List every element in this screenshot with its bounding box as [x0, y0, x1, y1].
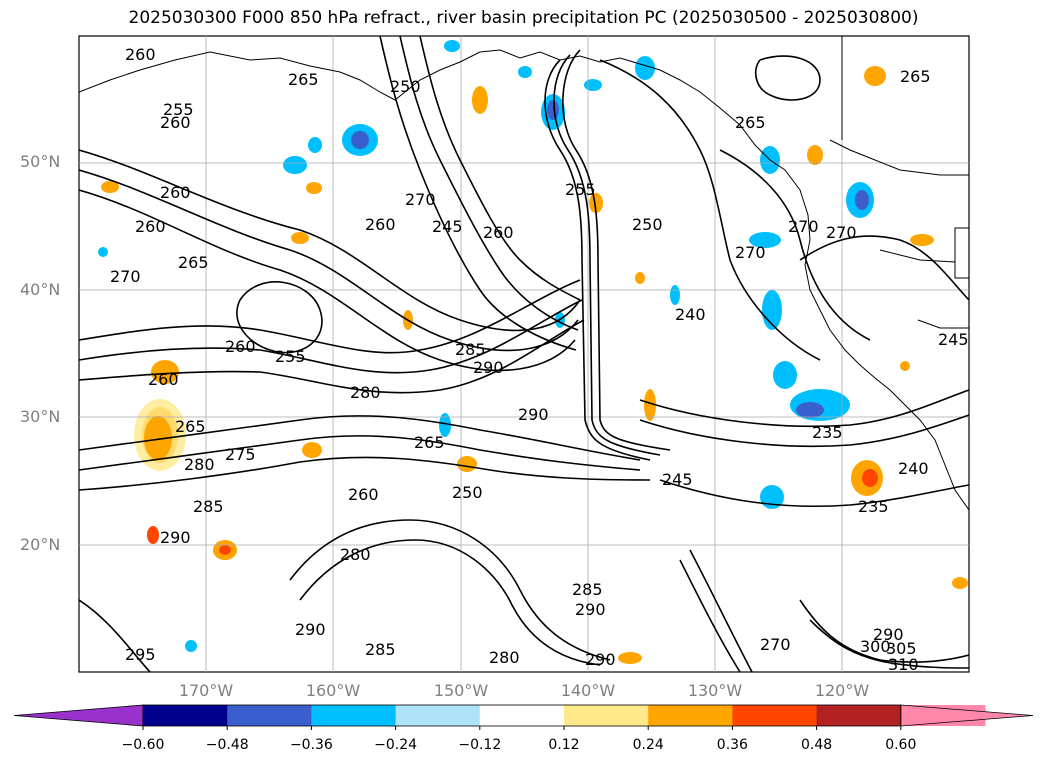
contour-label: 245	[938, 330, 969, 349]
contour-label: 250	[390, 77, 421, 96]
contour-label: 290	[295, 620, 326, 639]
colorbar-segment	[564, 705, 649, 726]
contour-label: 265	[288, 70, 319, 89]
contour-label: 235	[858, 497, 889, 516]
contour-label: 265	[735, 113, 766, 132]
contour-label: 250	[452, 483, 483, 502]
contour-label: 260	[148, 370, 179, 389]
contour-label: 245	[662, 470, 693, 489]
contour-label: 255	[275, 347, 306, 366]
colorbar-tick-label: −0.24	[374, 737, 418, 753]
contour-label: 240	[898, 459, 929, 478]
contour-label: 260	[160, 113, 191, 132]
colorbar-segment	[227, 705, 312, 726]
contour-label: 290	[575, 600, 606, 619]
lon-label-150w: 150°W	[433, 681, 489, 700]
contour-label: 300	[860, 637, 891, 656]
colorbar	[13, 704, 1034, 730]
gridlines	[79, 36, 969, 672]
contour-label: 270	[760, 635, 791, 654]
colorbar-segment	[311, 705, 397, 726]
contour-label: 260	[348, 485, 379, 504]
lat-label-30n: 30°N	[20, 407, 61, 426]
contour-label: 285	[193, 497, 224, 516]
contour-label: 270	[826, 223, 857, 242]
contour-label: 260	[135, 217, 166, 236]
precipitation-shading	[98, 40, 968, 664]
contour-label: 290	[473, 358, 504, 377]
contour-labels: 260 265 250 255 260 260 260 265 270 260 …	[110, 45, 969, 674]
contour-label: 280	[184, 455, 215, 474]
map-title: 2025030300 F000 850 hPa refract., river …	[128, 8, 919, 28]
contour-label: 250	[632, 215, 663, 234]
contour-label: 280	[489, 648, 520, 667]
contour-label: 260	[125, 45, 156, 64]
lon-label-160w: 160°W	[305, 681, 361, 700]
contour-label: 275	[225, 445, 256, 464]
lon-label-140w: 140°W	[560, 681, 616, 700]
contour-label: 285	[365, 640, 396, 659]
lat-label-50n: 50°N	[20, 152, 61, 171]
contour-label: 260	[365, 215, 396, 234]
colorbar-segment	[732, 705, 818, 726]
colorbar-extend-min	[13, 704, 144, 727]
lon-label-130w: 130°W	[687, 681, 743, 700]
lon-label-120w: 120°W	[814, 681, 870, 700]
contour-label: 240	[675, 305, 706, 324]
contour-label: 265	[178, 253, 209, 272]
colorbar-segment	[648, 705, 733, 726]
coastline	[79, 36, 969, 511]
contour-label: 260	[160, 183, 191, 202]
colorbar-segment	[816, 705, 902, 726]
colorbar-tick-label: 0.36	[716, 737, 748, 753]
colorbar-outline	[142, 704, 902, 727]
lon-label-170w: 170°W	[178, 681, 234, 700]
plot-area	[78, 35, 970, 673]
contour-label: 255	[163, 100, 194, 119]
contour-label: 280	[350, 383, 381, 402]
colorbar-segment	[395, 705, 481, 726]
contour-label: 270	[788, 217, 819, 236]
contour-label: 265	[175, 417, 206, 436]
contour-label: 280	[340, 545, 371, 564]
colorbar-segment	[479, 705, 565, 726]
contour-label: 285	[455, 340, 486, 359]
lat-label-40n: 40°N	[20, 280, 61, 299]
refractivity-contours	[79, 36, 969, 672]
colorbar-tick-label: −0.48	[205, 737, 249, 753]
contour-label: 305	[886, 639, 917, 658]
colorbar-tick-label: −0.60	[121, 737, 165, 753]
contour-label: 290	[518, 405, 549, 424]
contour-label: 285	[572, 580, 603, 599]
contour-label: 310	[888, 655, 919, 674]
contour-label: 295	[125, 645, 156, 664]
lat-label-20n: 20°N	[20, 535, 61, 554]
contour-label: 255	[565, 180, 596, 199]
contour-label: 290	[160, 528, 191, 547]
contour-label: 235	[812, 423, 843, 442]
contour-label: 270	[735, 243, 766, 262]
colorbar-tick-label: 0.48	[801, 737, 833, 753]
colorbar-tick-label: 0.12	[548, 737, 580, 753]
contour-label: 260	[483, 223, 514, 242]
contour-label: 265	[900, 67, 931, 86]
colorbar-segment	[143, 705, 228, 726]
contour-label: 270	[110, 267, 141, 286]
colorbar-tick-label: 0.24	[632, 737, 664, 753]
contour-label: 290	[585, 650, 616, 669]
colorbar-tick-label: 0.60	[885, 737, 917, 753]
colorbar-tick-label: −0.12	[458, 737, 502, 753]
contour-label: 270	[405, 190, 436, 209]
contour-label: 290	[873, 625, 904, 644]
contour-label: 265	[414, 433, 445, 452]
contour-label: 245	[432, 217, 463, 236]
colorbar-tick-label: −0.36	[289, 737, 333, 753]
contour-label: 260	[225, 337, 256, 356]
